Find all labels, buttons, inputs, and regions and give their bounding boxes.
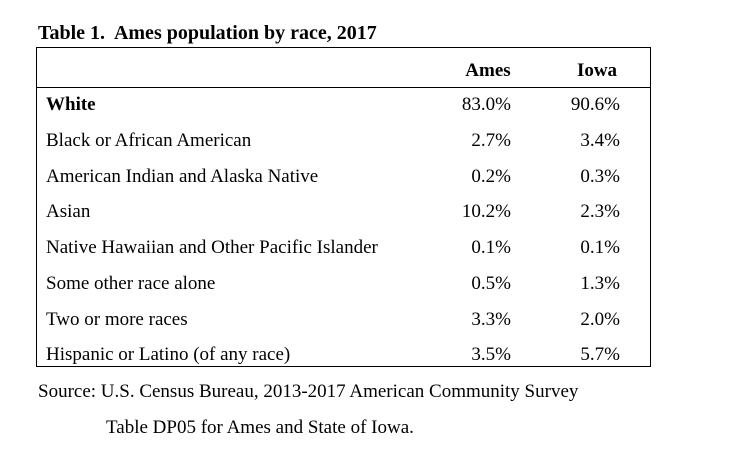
row-label: Two or more races [46,309,188,330]
iowa-value: 90.6% [570,94,620,115]
row-label: Black or African American [46,130,252,151]
ames-value: 0.5% [471,273,511,294]
source-note: Source: U.S. Census Bureau, 2013-2017 Am… [38,381,579,402]
source-note-continued: Table DP05 for Ames and State of Iowa. [106,417,414,438]
iowa-value: 3.4% [580,130,620,151]
iowa-value: 2.3% [580,201,620,222]
table-row: American Indian and Alaska Native 0.2% 0… [37,160,650,196]
iowa-value: 1.3% [580,273,620,294]
table-header-row: Ames Iowa [37,48,650,88]
table-row: Hispanic or Latino (of any race) 3.5% 5.… [37,338,650,374]
row-label: Asian [46,201,91,222]
iowa-value: 5.7% [580,344,620,365]
table-row: Black or African American 2.7% 3.4% [37,124,650,160]
ames-value: 2.7% [471,130,511,151]
ames-value: 83.0% [461,94,511,115]
ames-value: 10.2% [461,201,511,222]
table-row: Asian 10.2% 2.3% [37,195,650,231]
ames-value: 0.2% [471,166,511,187]
table-row: White 83.0% 90.6% [37,88,650,124]
iowa-value: 0.3% [580,166,620,187]
row-label: American Indian and Alaska Native [46,166,319,187]
table-title: Table 1. Ames population by race, 2017 [38,22,377,44]
table-row: Two or more races 3.3% 2.0% [37,303,650,339]
table-row: Native Hawaiian and Other Pacific Island… [37,231,650,267]
column-header-iowa: Iowa [576,60,618,81]
ames-value: 3.5% [471,344,511,365]
row-label: Some other race alone [46,273,216,294]
row-label: Hispanic or Latino (of any race) [46,344,291,365]
iowa-value: 0.1% [580,237,620,258]
ames-value: 0.1% [471,237,511,258]
row-label: Native Hawaiian and Other Pacific Island… [46,237,378,258]
ames-value: 3.3% [471,309,511,330]
population-table: Ames Iowa White 83.0% 90.6% Black or Afr… [36,47,651,367]
row-label: White [46,94,96,115]
column-header-ames: Ames [465,60,511,81]
table-row: Some other race alone 0.5% 1.3% [37,267,650,303]
iowa-value: 2.0% [580,309,620,330]
